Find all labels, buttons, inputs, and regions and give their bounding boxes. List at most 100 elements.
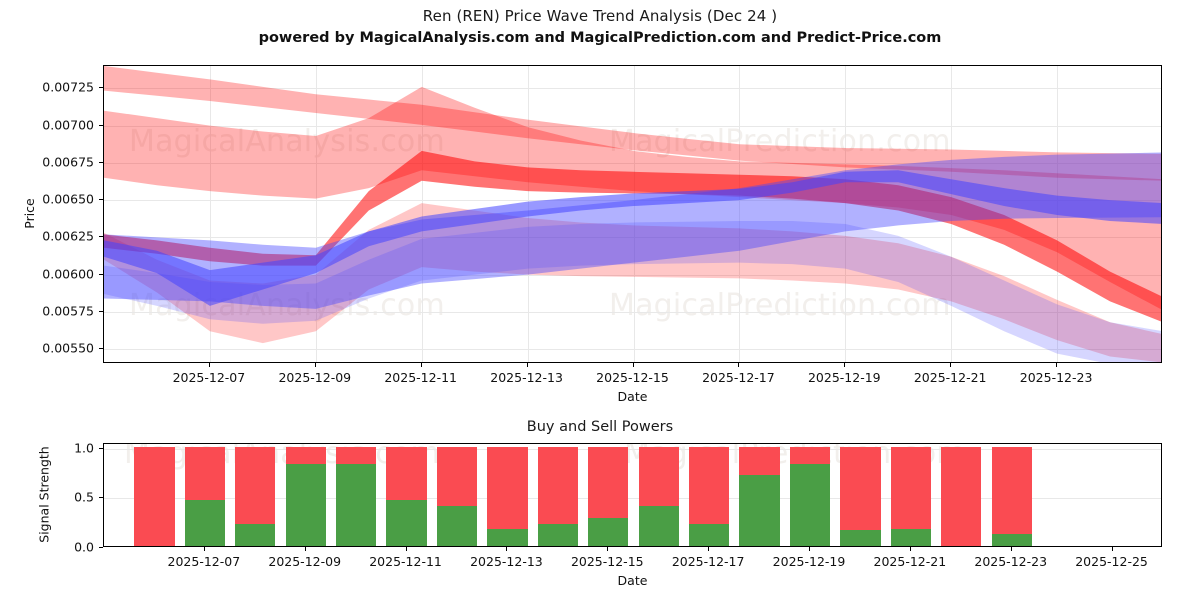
buy-power-segment[interactable] (840, 530, 881, 546)
buy-power-segment[interactable] (184, 500, 225, 546)
x-axis-tick-label: 2025-12-15 (596, 370, 669, 385)
sell-power-segment[interactable] (991, 446, 1032, 535)
y-axis-tick-label: 0.00725 (42, 79, 94, 95)
sell-power-segment[interactable] (638, 446, 679, 507)
x-axis-tick-label: 2025-12-13 (490, 370, 563, 385)
x-axis-tick-mark (209, 363, 210, 367)
buy-power-segment[interactable] (487, 529, 528, 546)
stacked-bar[interactable] (285, 446, 326, 546)
buy-power-segment[interactable] (638, 506, 679, 546)
stacked-bar[interactable] (789, 446, 831, 546)
sell-power-segment[interactable] (335, 446, 377, 464)
gridline-horizontal (104, 349, 1161, 350)
x-axis-tick-label: 2025-12-19 (807, 370, 881, 385)
wave-band-blue-low-band-upper (104, 220, 1161, 362)
buy-power-segment[interactable] (890, 529, 931, 546)
gridline-horizontal (104, 498, 1161, 499)
stacked-bar[interactable] (386, 446, 427, 546)
x-axis-tick-label: 2025-12-17 (702, 370, 775, 385)
gridline-vertical (845, 66, 846, 362)
y-axis-label: Price (21, 198, 37, 229)
stacked-bar[interactable] (235, 446, 276, 546)
sell-power-segment[interactable] (890, 446, 931, 530)
sell-power-segment[interactable] (285, 446, 326, 464)
wave-band-red-band-1-upper (104, 66, 1161, 181)
wave-band-layer (104, 66, 1161, 362)
sell-power-segment[interactable] (739, 446, 780, 475)
stacked-bar[interactable] (890, 446, 931, 546)
stacked-bar[interactable] (688, 446, 730, 546)
stacked-bar[interactable] (537, 446, 578, 546)
x-axis-tick-label: 2025-12-15 (570, 554, 644, 569)
y-axis-tick-label: 0.00650 (42, 191, 94, 207)
sell-power-segment[interactable] (487, 446, 528, 530)
y-axis-tick-mark (99, 162, 103, 163)
sell-power-segment[interactable] (436, 446, 478, 507)
page-title: Ren (REN) Price Wave Trend Analysis (Dec… (422, 7, 778, 25)
sell-power-segment[interactable] (840, 446, 881, 531)
buy-power-segment[interactable] (335, 463, 377, 546)
gridline-vertical (422, 66, 423, 362)
x-axis-tick-mark (406, 547, 407, 551)
gridline-horizontal (104, 449, 1161, 450)
buy-power-segment[interactable] (386, 500, 427, 546)
stacked-bar[interactable] (436, 446, 478, 546)
sell-power-segment[interactable] (235, 446, 276, 525)
x-axis-label: Date (617, 389, 648, 404)
stacked-bar[interactable] (184, 446, 225, 546)
stacked-bar[interactable] (335, 446, 377, 546)
sell-power-segment[interactable] (537, 446, 578, 525)
buy-power-segment[interactable] (991, 534, 1032, 546)
x-axis-tick-mark (305, 547, 306, 551)
x-axis-tick-label: 2025-12-21 (873, 554, 947, 569)
stacked-bar[interactable] (991, 446, 1032, 546)
y-axis-tick-mark (99, 448, 103, 449)
x-axis-label: Date (617, 573, 648, 588)
buy-power-segment[interactable] (436, 506, 478, 546)
y-axis-tick-mark (99, 547, 103, 548)
x-axis-tick-mark (1011, 547, 1012, 551)
stacked-bar[interactable] (840, 446, 881, 546)
x-axis-tick-mark (738, 363, 739, 367)
buy-power-segment[interactable] (537, 524, 578, 546)
stacked-bar[interactable] (134, 446, 175, 546)
gridline-vertical (210, 66, 211, 362)
x-axis-tick-label: 2025-12-23 (1019, 370, 1093, 385)
buy-power-segment[interactable] (588, 518, 629, 546)
y-axis-tick-mark (99, 274, 103, 275)
stacked-bar[interactable] (638, 446, 679, 546)
stacked-bar[interactable] (739, 446, 780, 546)
stacked-bar[interactable] (588, 446, 629, 546)
buy-power-segment[interactable] (235, 524, 276, 546)
sell-power-segment[interactable] (184, 446, 225, 501)
y-axis-tick-label: 0.00700 (42, 117, 94, 133)
x-axis-tick-mark (421, 363, 422, 367)
x-axis-tick-mark (950, 363, 951, 367)
x-axis-tick-mark (204, 547, 205, 551)
buy-power-segment[interactable] (688, 524, 730, 546)
y-axis-tick-mark (99, 199, 103, 200)
stacked-bar[interactable] (941, 446, 982, 546)
price-wave-chart: MagicalAnalysis.com MagicalPrediction.com… (103, 65, 1162, 363)
gridline-horizontal (104, 126, 1161, 127)
sell-power-segment[interactable] (134, 446, 175, 546)
x-axis-tick-mark (607, 547, 608, 551)
title-block: Ren (REN) Price Wave Trend Analysis (Dec… (0, 6, 1200, 48)
sell-power-segment[interactable] (789, 446, 831, 464)
stacked-bar[interactable] (487, 446, 528, 546)
x-axis-tick-mark (910, 547, 911, 551)
buy-power-segment[interactable] (789, 463, 831, 546)
buy-power-segment[interactable] (739, 474, 780, 546)
x-axis-tick-label: 2025-12-11 (384, 370, 458, 385)
page-subtitle: powered by MagicalAnalysis.com and Magic… (258, 30, 942, 46)
sell-power-segment[interactable] (386, 446, 427, 501)
sell-power-segment[interactable] (688, 446, 730, 525)
y-axis-tick-label: 0.0 (74, 539, 94, 555)
x-axis-tick-label: 2025-12-07 (172, 370, 246, 385)
buy-power-segment[interactable] (285, 463, 326, 546)
y-axis-tick-mark (99, 311, 103, 312)
x-axis-tick-mark (844, 363, 845, 367)
sell-power-segment[interactable] (941, 446, 982, 546)
sell-power-segment[interactable] (588, 446, 629, 519)
